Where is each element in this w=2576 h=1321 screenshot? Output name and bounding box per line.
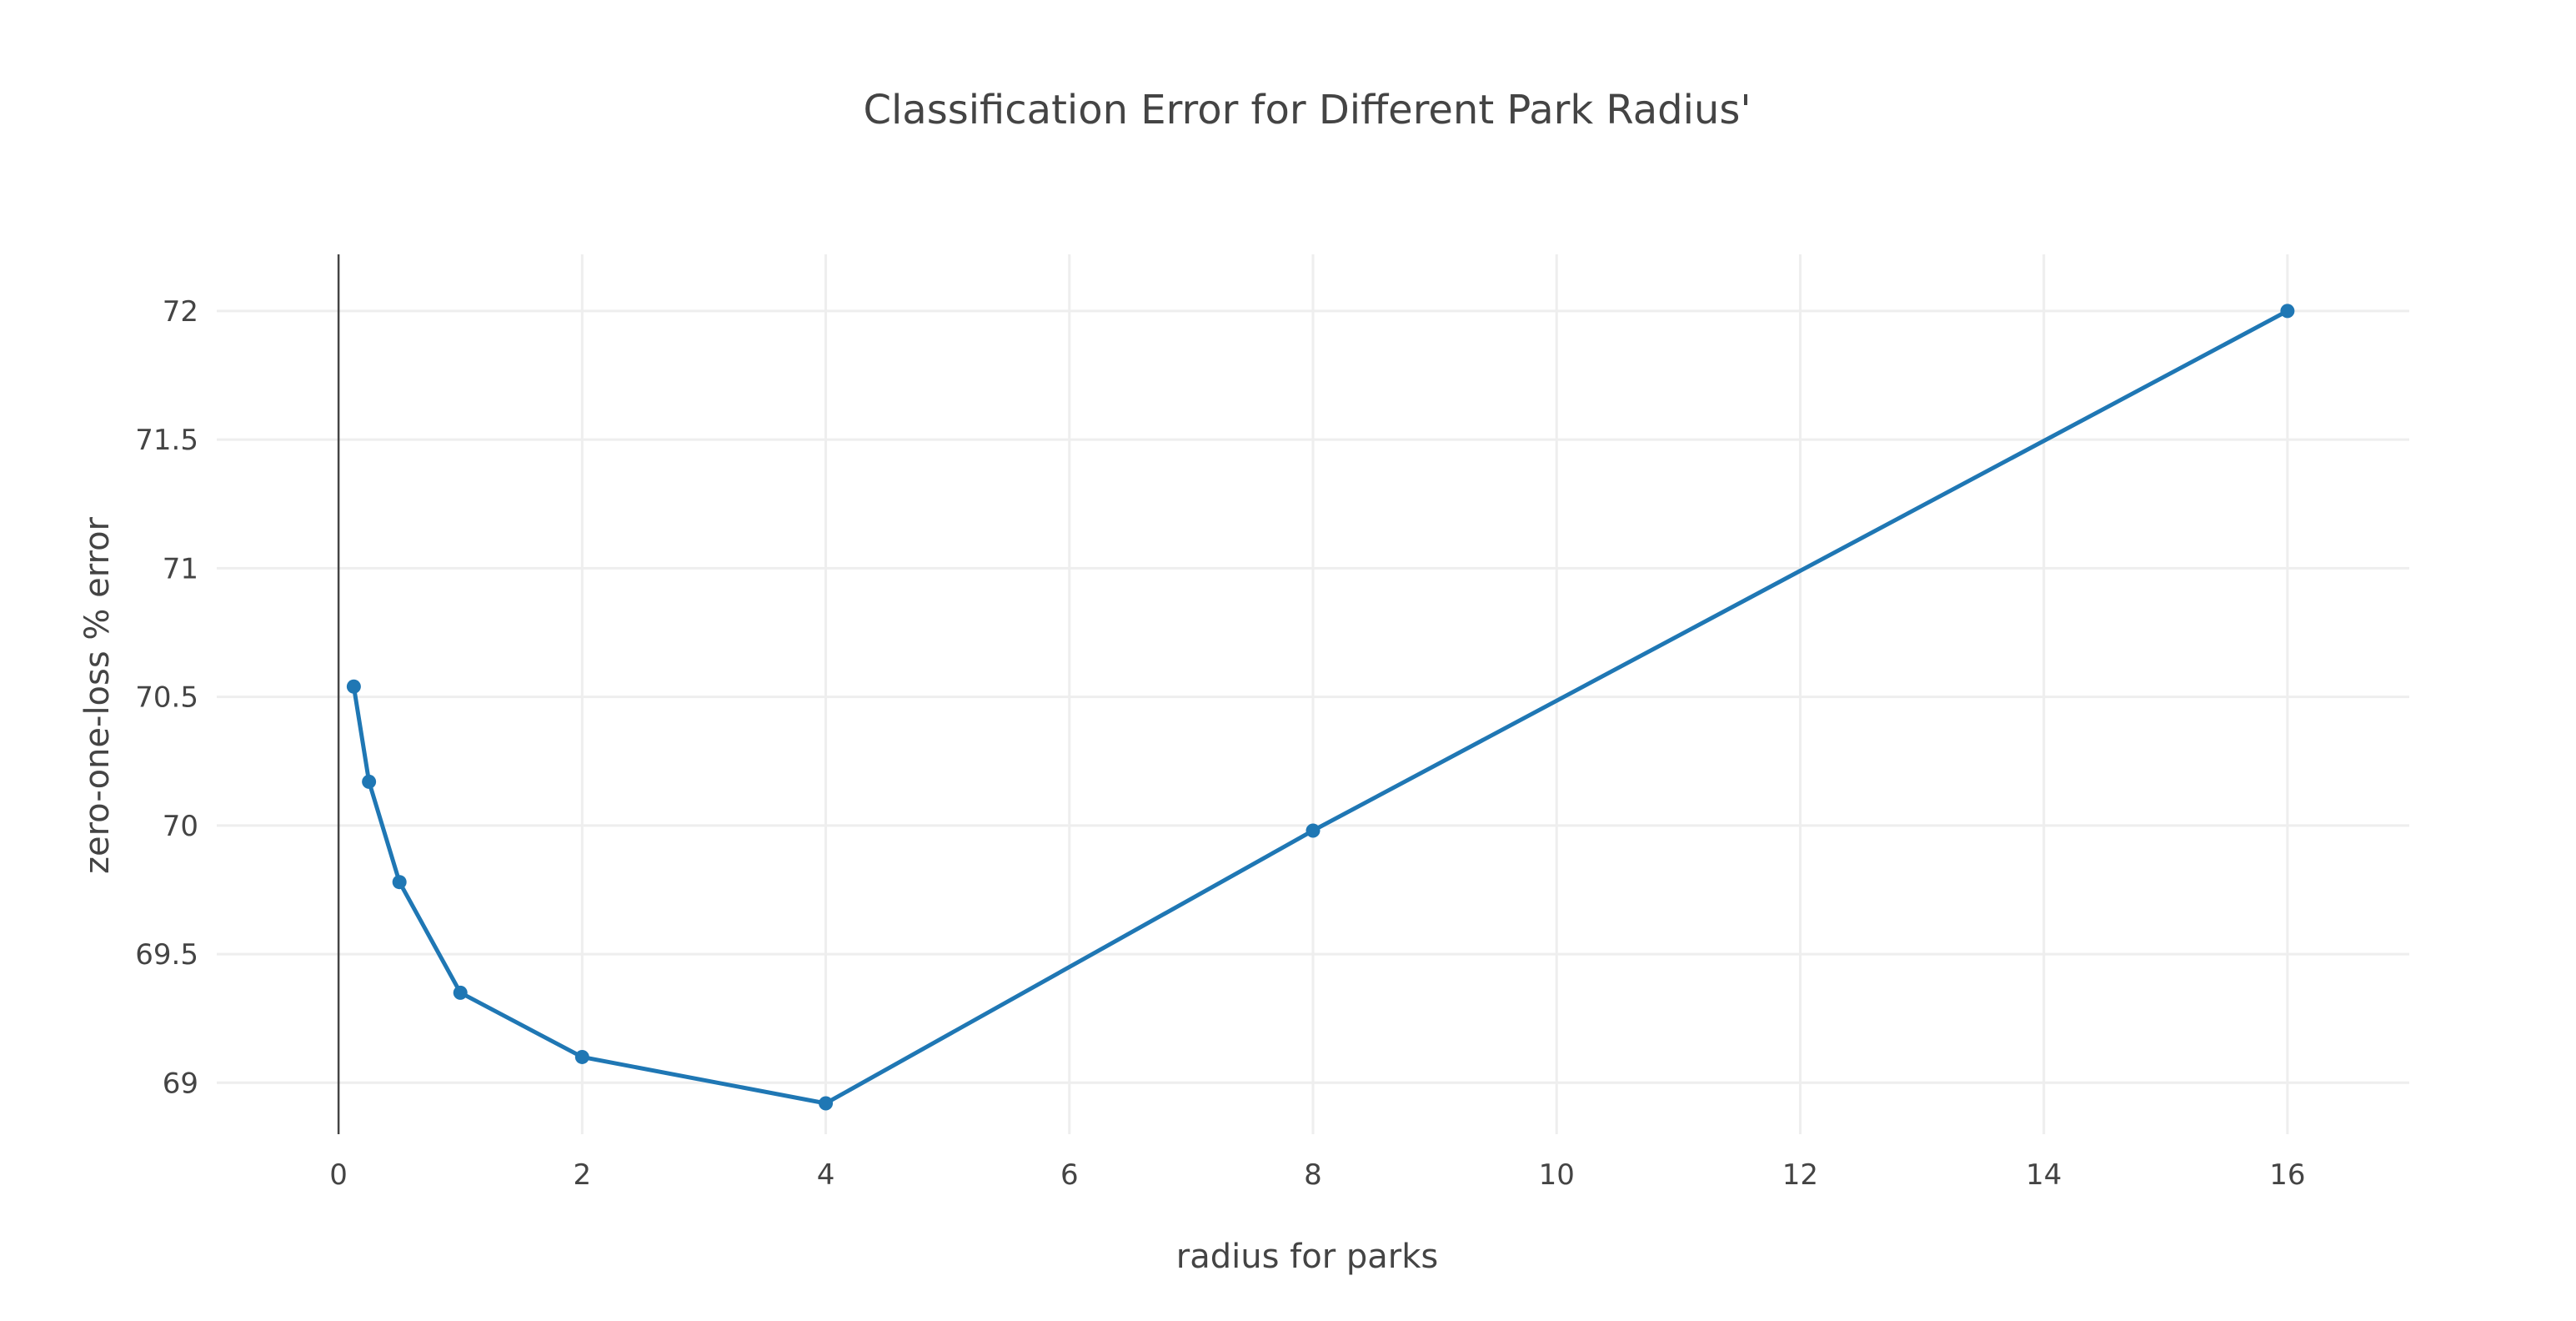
data-point-4: [574, 1049, 589, 1064]
x-tick-label-6: 6: [1060, 1158, 1079, 1192]
x-tick-label-14: 14: [2026, 1158, 2062, 1192]
x-tick-labels: 0 2 4 6 8 10 12 14 16: [329, 1158, 2305, 1192]
y-tick-label-70.5: 70.5: [135, 681, 198, 715]
data-point-1: [362, 774, 377, 789]
x-tick-label-16: 16: [2269, 1158, 2305, 1192]
data-point-6: [1306, 823, 1321, 838]
data-point-3: [453, 985, 468, 1000]
x-tick-label-10: 10: [1539, 1158, 1575, 1192]
series-group: [346, 304, 2295, 1111]
y-tick-label-71.5: 71.5: [135, 424, 198, 457]
data-point-2: [392, 875, 407, 890]
data-point-7: [2280, 304, 2295, 319]
y-tick-label-69: 69: [163, 1067, 198, 1100]
x-tick-label-12: 12: [1782, 1158, 1818, 1192]
x-axis-title: radius for parks: [1176, 1238, 1438, 1276]
x-tick-label-8: 8: [1304, 1158, 1322, 1192]
data-point-0: [346, 679, 361, 694]
y-axis-title: zero-one-loss % error: [78, 516, 117, 874]
y-tick-label-72: 72: [163, 295, 198, 329]
x-tick-label-2: 2: [574, 1158, 592, 1192]
y-tick-label-69.5: 69.5: [135, 938, 198, 972]
x-tick-label-0: 0: [329, 1158, 348, 1192]
x-gridlines: [580, 254, 2289, 1134]
y-tick-labels: 69 69.5 70 70.5 71 71.5 72: [135, 295, 198, 1100]
chart-title: Classification Error for Different Park …: [863, 87, 1751, 133]
x-tick-label-4: 4: [817, 1158, 835, 1192]
y-tick-label-70: 70: [163, 810, 198, 843]
data-point-5: [819, 1096, 834, 1111]
series-line-0: [351, 309, 2290, 1106]
y-tick-label-71: 71: [163, 552, 198, 585]
